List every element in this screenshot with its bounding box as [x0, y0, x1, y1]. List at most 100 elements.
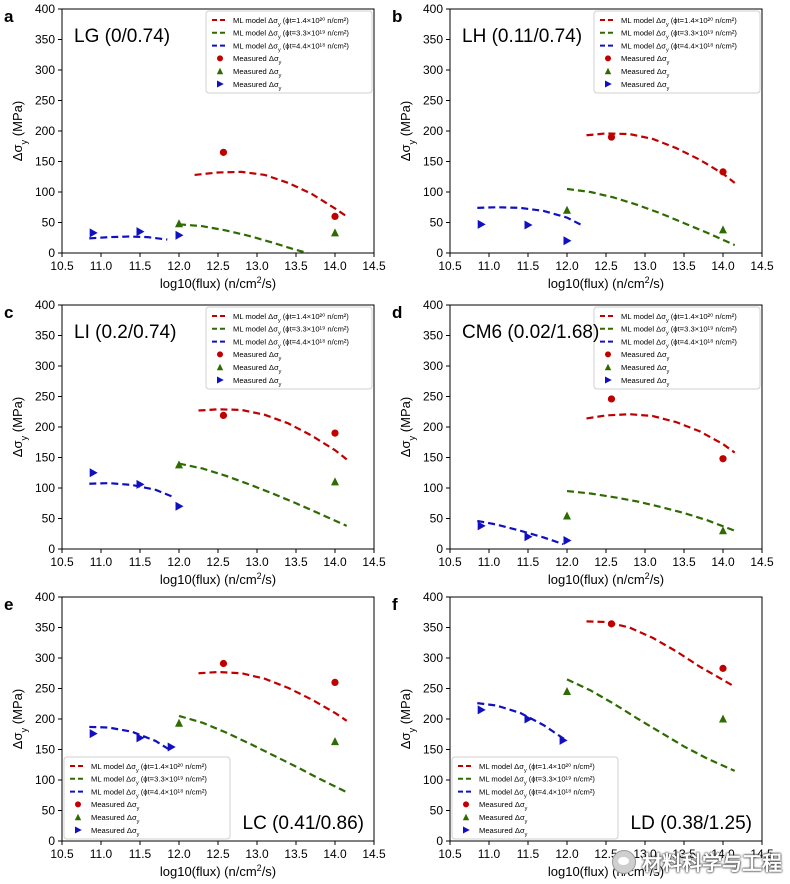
y-tick-label: 150	[423, 451, 443, 465]
measured-point-triangle	[331, 477, 339, 485]
measured-point-triangle	[719, 715, 727, 723]
measured-point-arrow	[137, 733, 145, 742]
y-tick-label: 400	[423, 2, 443, 16]
x-tick-label: 14.5	[750, 555, 774, 569]
x-tick-label: 13.0	[245, 847, 269, 861]
chart-panel-f: f10.5 11.0 11.5 12.0 12.5 13.0 13.5 14.0 14.5050…	[392, 590, 774, 879]
model-line	[567, 491, 735, 531]
panel-letter: f	[392, 595, 398, 614]
y-tick-label: 300	[35, 651, 55, 665]
measured-point-arrow	[560, 736, 568, 745]
y-axis-label: Δσy (MPa)	[10, 101, 29, 161]
y-tick-label: 350	[423, 33, 443, 47]
y-tick-label: 200	[35, 124, 55, 138]
x-tick-label: 11.5	[129, 555, 152, 569]
x-tick-label: 12.5	[594, 555, 618, 569]
measured-point-circle	[331, 213, 338, 220]
x-tick-label: 10.5	[50, 847, 74, 861]
x-tick-label: 14.5	[750, 259, 774, 273]
x-tick-label: 10.5	[438, 555, 462, 569]
measured-point-triangle	[175, 219, 183, 227]
y-tick-label: 400	[423, 590, 443, 604]
measured-point-arrow	[137, 480, 145, 489]
measured-point-circle	[331, 679, 338, 686]
model-line	[587, 414, 735, 452]
measured-point-triangle	[175, 719, 183, 727]
measured-point-circle	[719, 455, 726, 462]
y-tick-label: 250	[423, 94, 443, 108]
x-tick-label: 13.5	[672, 555, 696, 569]
x-tick-label: 10.5	[438, 847, 462, 861]
y-tick-label: 0	[48, 246, 55, 260]
y-tick-label: 50	[42, 512, 56, 526]
legend-swatch-circle	[75, 801, 81, 807]
y-tick-label: 100	[35, 773, 55, 787]
x-axis-label: log10(flux) (n/cm2/s)	[160, 275, 276, 291]
x-tick-label: 12.5	[206, 259, 230, 273]
x-tick-label: 11.0	[90, 259, 113, 273]
legend: ML model Δσy (ϕt=1.4×10²⁰ n/cm²)ML model…	[452, 757, 618, 839]
measured-point-arrow	[176, 231, 184, 240]
y-tick-label: 300	[423, 359, 443, 373]
y-tick-label: 200	[423, 712, 443, 726]
y-tick-label: 100	[423, 185, 443, 199]
measured-point-circle	[719, 665, 726, 672]
x-tick-label: 10.5	[50, 555, 74, 569]
panel-letter: d	[392, 303, 402, 322]
measured-point-arrow	[564, 536, 572, 545]
measured-point-triangle	[563, 687, 571, 695]
y-tick-label: 0	[436, 246, 443, 260]
x-tick-label: 12.5	[206, 847, 230, 861]
x-tick-label: 13.0	[245, 555, 269, 569]
legend-swatch-circle	[217, 351, 223, 357]
x-tick-label: 13.0	[633, 259, 657, 273]
x-tick-label: 13.5	[284, 259, 308, 273]
figure: a10.5 11.0 11.5 12.0 12.5 13.0 13.5 14.0 14.5050…	[0, 0, 790, 884]
x-tick-label: 12.0	[555, 555, 579, 569]
measured-point-arrow	[90, 729, 98, 738]
y-tick-label: 400	[35, 590, 55, 604]
y-tick-label: 0	[48, 834, 55, 848]
measured-point-circle	[608, 395, 615, 402]
x-tick-label: 10.5	[50, 259, 74, 273]
y-tick-label: 250	[35, 94, 55, 108]
watermark: 材料科学与工程	[612, 847, 782, 876]
x-tick-label: 11.0	[90, 555, 113, 569]
legend: ML model Δσy (ϕt=1.4×10²⁰ n/cm²)ML model…	[594, 11, 760, 93]
y-tick-label: 0	[48, 542, 55, 556]
model-line	[179, 464, 347, 526]
y-tick-label: 400	[423, 298, 443, 312]
x-tick-label: 12.0	[555, 847, 579, 861]
y-axis-label: Δσy (MPa)	[398, 689, 417, 749]
x-tick-label: 11.0	[478, 847, 501, 861]
x-tick-label: 13.0	[245, 259, 269, 273]
model-line	[567, 189, 735, 245]
measured-point-triangle	[563, 512, 571, 520]
y-tick-label: 150	[423, 155, 443, 169]
chart-panel-d: d 10.5 11.0 11.5 12.0 12.5 13.0 13.5 14.0 14.5 0 50…	[392, 298, 774, 587]
y-tick-label: 350	[423, 329, 443, 343]
y-tick-label: 250	[423, 390, 443, 404]
measured-point-arrow	[478, 220, 486, 229]
sample-label: LC (0.41/0.86)	[243, 813, 364, 834]
y-tick-label: 0	[436, 834, 443, 848]
sample-label: LH (0.11/0.74)	[462, 26, 582, 47]
legend-swatch-circle	[463, 801, 469, 807]
chart-panel-e: e10.5 11.0 11.5 12.0 12.5 13.0 13.5 14.0 14.5050…	[4, 590, 386, 879]
y-tick-label: 200	[423, 420, 443, 434]
model-line	[195, 172, 347, 217]
y-tick-label: 300	[35, 359, 55, 373]
y-tick-label: 350	[35, 621, 55, 635]
x-tick-label: 12.0	[167, 259, 191, 273]
y-tick-label: 100	[423, 481, 443, 495]
measured-point-triangle	[563, 206, 571, 214]
y-tick-label: 400	[35, 298, 55, 312]
y-tick-label: 200	[35, 712, 55, 726]
x-tick-label: 12.5	[206, 555, 230, 569]
x-tick-label: 14.0	[711, 259, 735, 273]
x-tick-label: 13.5	[284, 847, 308, 861]
legend: ML model Δσy (ϕt=1.4×10²⁰ n/cm²)ML model…	[206, 11, 372, 93]
chart-panel-b: b 10.5 11.0 11.5 12.0 12.5 13.0 13.5 14.0 14.5 0 50…	[392, 2, 774, 291]
measured-point-arrow	[525, 715, 533, 724]
model-line	[477, 521, 563, 544]
